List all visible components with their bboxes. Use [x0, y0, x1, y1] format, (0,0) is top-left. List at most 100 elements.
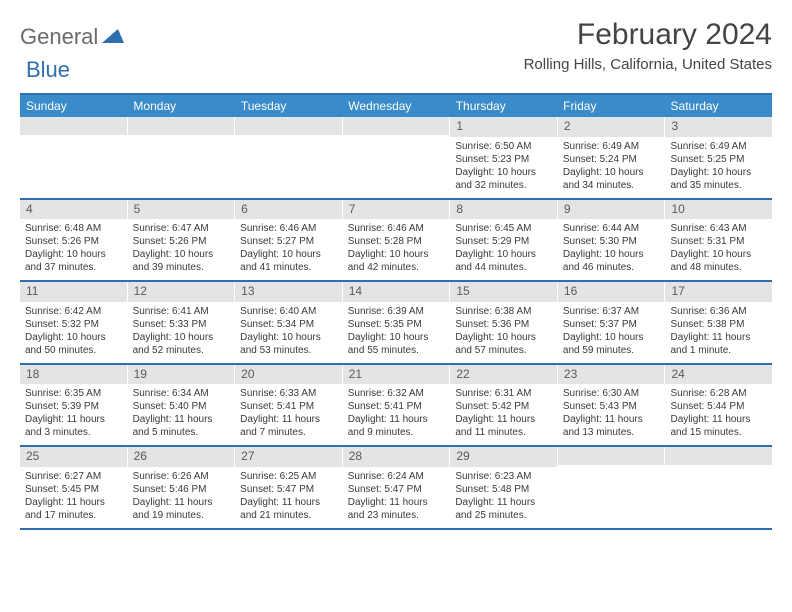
sunset-text: Sunset: 5:25 PM [670, 153, 767, 166]
sunrise-text: Sunrise: 6:36 AM [670, 305, 767, 318]
month-title: February 2024 [524, 18, 772, 52]
daylight-text: Daylight: 10 hours and 55 minutes. [348, 331, 445, 357]
sunrise-text: Sunrise: 6:47 AM [133, 222, 230, 235]
day-number [665, 447, 772, 465]
calendar-cell: 12Sunrise: 6:41 AMSunset: 5:33 PMDayligh… [128, 282, 236, 363]
sunset-text: Sunset: 5:29 PM [455, 235, 552, 248]
sunrise-text: Sunrise: 6:35 AM [25, 387, 122, 400]
daylight-text: Daylight: 10 hours and 44 minutes. [455, 248, 552, 274]
day-number [128, 117, 235, 135]
sunrise-text: Sunrise: 6:34 AM [133, 387, 230, 400]
cell-body: Sunrise: 6:45 AMSunset: 5:29 PMDaylight:… [450, 219, 557, 280]
cell-body: Sunrise: 6:44 AMSunset: 5:30 PMDaylight:… [558, 219, 665, 280]
day-header-thu: Thursday [450, 95, 557, 117]
daylight-text: Daylight: 11 hours and 21 minutes. [240, 496, 337, 522]
calendar-cell: 28Sunrise: 6:24 AMSunset: 5:47 PMDayligh… [343, 447, 451, 528]
sunrise-text: Sunrise: 6:43 AM [670, 222, 767, 235]
sunset-text: Sunset: 5:32 PM [25, 318, 122, 331]
sunset-text: Sunset: 5:28 PM [348, 235, 445, 248]
sunset-text: Sunset: 5:26 PM [25, 235, 122, 248]
day-header-tue: Tuesday [235, 95, 342, 117]
sunset-text: Sunset: 5:43 PM [563, 400, 660, 413]
sunrise-text: Sunrise: 6:50 AM [455, 140, 552, 153]
day-number: 19 [128, 365, 235, 385]
week-row: 1Sunrise: 6:50 AMSunset: 5:23 PMDaylight… [20, 117, 772, 200]
day-number [343, 117, 450, 135]
day-number: 15 [450, 282, 557, 302]
calendar-cell: 13Sunrise: 6:40 AMSunset: 5:34 PMDayligh… [235, 282, 343, 363]
daylight-text: Daylight: 10 hours and 39 minutes. [133, 248, 230, 274]
sunset-text: Sunset: 5:45 PM [25, 483, 122, 496]
day-number: 12 [128, 282, 235, 302]
day-number: 11 [20, 282, 127, 302]
cell-body: Sunrise: 6:33 AMSunset: 5:41 PMDaylight:… [235, 384, 342, 445]
daylight-text: Daylight: 10 hours and 37 minutes. [25, 248, 122, 274]
daylight-text: Daylight: 11 hours and 11 minutes. [455, 413, 552, 439]
calendar-cell: 8Sunrise: 6:45 AMSunset: 5:29 PMDaylight… [450, 200, 558, 281]
daylight-text: Daylight: 11 hours and 9 minutes. [348, 413, 445, 439]
logo: General [20, 24, 126, 50]
sunset-text: Sunset: 5:40 PM [133, 400, 230, 413]
sunset-text: Sunset: 5:37 PM [563, 318, 660, 331]
cell-body: Sunrise: 6:46 AMSunset: 5:27 PMDaylight:… [235, 219, 342, 280]
day-number: 14 [343, 282, 450, 302]
daylight-text: Daylight: 10 hours and 41 minutes. [240, 248, 337, 274]
cell-body: Sunrise: 6:50 AMSunset: 5:23 PMDaylight:… [450, 137, 557, 198]
day-number: 27 [235, 447, 342, 467]
calendar-cell: 25Sunrise: 6:27 AMSunset: 5:45 PMDayligh… [20, 447, 128, 528]
calendar-cell: 20Sunrise: 6:33 AMSunset: 5:41 PMDayligh… [235, 365, 343, 446]
sunrise-text: Sunrise: 6:32 AM [348, 387, 445, 400]
sunrise-text: Sunrise: 6:27 AM [25, 470, 122, 483]
cell-body: Sunrise: 6:36 AMSunset: 5:38 PMDaylight:… [665, 302, 772, 363]
calendar-cell: 18Sunrise: 6:35 AMSunset: 5:39 PMDayligh… [20, 365, 128, 446]
daylight-text: Daylight: 10 hours and 46 minutes. [563, 248, 660, 274]
day-number: 7 [343, 200, 450, 220]
sunrise-text: Sunrise: 6:24 AM [348, 470, 445, 483]
day-number: 4 [20, 200, 127, 220]
calendar-cell: 1Sunrise: 6:50 AMSunset: 5:23 PMDaylight… [450, 117, 558, 198]
location-subtitle: Rolling Hills, California, United States [524, 56, 772, 73]
daylight-text: Daylight: 11 hours and 19 minutes. [133, 496, 230, 522]
sunrise-text: Sunrise: 6:25 AM [240, 470, 337, 483]
daylight-text: Daylight: 10 hours and 48 minutes. [670, 248, 767, 274]
daylight-text: Daylight: 10 hours and 50 minutes. [25, 331, 122, 357]
cell-body: Sunrise: 6:42 AMSunset: 5:32 PMDaylight:… [20, 302, 127, 363]
day-number: 5 [128, 200, 235, 220]
day-header-row: Sunday Monday Tuesday Wednesday Thursday… [20, 95, 772, 117]
sunrise-text: Sunrise: 6:33 AM [240, 387, 337, 400]
daylight-text: Daylight: 11 hours and 1 minute. [670, 331, 767, 357]
calendar-cell: 15Sunrise: 6:38 AMSunset: 5:36 PMDayligh… [450, 282, 558, 363]
cell-body: Sunrise: 6:41 AMSunset: 5:33 PMDaylight:… [128, 302, 235, 363]
cell-body: Sunrise: 6:26 AMSunset: 5:46 PMDaylight:… [128, 467, 235, 528]
calendar-cell: 2Sunrise: 6:49 AMSunset: 5:24 PMDaylight… [558, 117, 666, 198]
calendar-cell: 27Sunrise: 6:25 AMSunset: 5:47 PMDayligh… [235, 447, 343, 528]
day-header-mon: Monday [127, 95, 234, 117]
day-number: 20 [235, 365, 342, 385]
daylight-text: Daylight: 11 hours and 3 minutes. [25, 413, 122, 439]
calendar-cell [20, 117, 128, 198]
daylight-text: Daylight: 11 hours and 7 minutes. [240, 413, 337, 439]
sunset-text: Sunset: 5:47 PM [348, 483, 445, 496]
calendar-cell: 14Sunrise: 6:39 AMSunset: 5:35 PMDayligh… [343, 282, 451, 363]
day-number: 8 [450, 200, 557, 220]
cell-body: Sunrise: 6:48 AMSunset: 5:26 PMDaylight:… [20, 219, 127, 280]
daylight-text: Daylight: 11 hours and 23 minutes. [348, 496, 445, 522]
sunset-text: Sunset: 5:34 PM [240, 318, 337, 331]
sunset-text: Sunset: 5:38 PM [670, 318, 767, 331]
daylight-text: Daylight: 11 hours and 13 minutes. [563, 413, 660, 439]
sunset-text: Sunset: 5:30 PM [563, 235, 660, 248]
sunrise-text: Sunrise: 6:49 AM [563, 140, 660, 153]
sunrise-text: Sunrise: 6:44 AM [563, 222, 660, 235]
cell-body: Sunrise: 6:30 AMSunset: 5:43 PMDaylight:… [558, 384, 665, 445]
sunrise-text: Sunrise: 6:30 AM [563, 387, 660, 400]
day-number: 26 [128, 447, 235, 467]
cell-body: Sunrise: 6:49 AMSunset: 5:24 PMDaylight:… [558, 137, 665, 198]
day-number: 10 [665, 200, 772, 220]
day-number [20, 117, 127, 135]
calendar-cell: 17Sunrise: 6:36 AMSunset: 5:38 PMDayligh… [665, 282, 772, 363]
sunset-text: Sunset: 5:41 PM [348, 400, 445, 413]
calendar-cell: 16Sunrise: 6:37 AMSunset: 5:37 PMDayligh… [558, 282, 666, 363]
sunrise-text: Sunrise: 6:46 AM [240, 222, 337, 235]
day-number: 9 [558, 200, 665, 220]
day-number [558, 447, 665, 465]
